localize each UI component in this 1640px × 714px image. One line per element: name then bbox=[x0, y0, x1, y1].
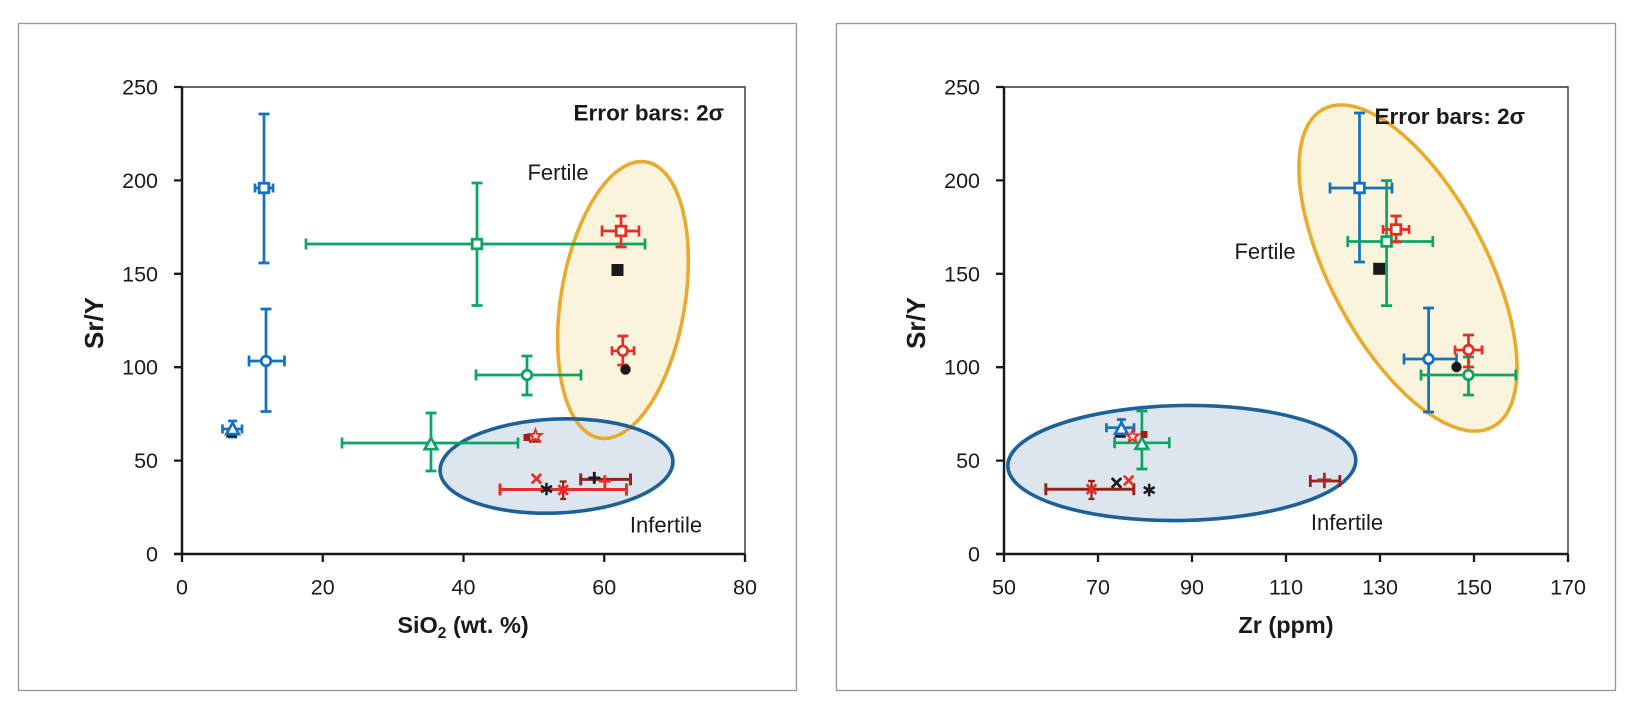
svg-text:50: 50 bbox=[992, 576, 1016, 600]
svg-text:150: 150 bbox=[944, 262, 980, 286]
svg-text:Infertile: Infertile bbox=[1311, 510, 1383, 535]
svg-text:150: 150 bbox=[1456, 576, 1492, 600]
svg-text:Infertile: Infertile bbox=[630, 513, 702, 538]
svg-text:100: 100 bbox=[944, 356, 980, 380]
svg-text:Zr (ppm): Zr (ppm) bbox=[1238, 612, 1333, 638]
svg-text:SiO2 (wt. %): SiO2 (wt. %) bbox=[397, 612, 528, 642]
svg-text:50: 50 bbox=[134, 449, 158, 473]
svg-text:200: 200 bbox=[944, 169, 980, 193]
svg-text:Fertile: Fertile bbox=[1234, 239, 1295, 264]
svg-text:130: 130 bbox=[1362, 576, 1398, 600]
svg-text:110: 110 bbox=[1269, 576, 1303, 600]
svg-text:250: 250 bbox=[944, 76, 980, 100]
svg-text:170: 170 bbox=[1550, 576, 1586, 600]
svg-text:100: 100 bbox=[122, 356, 158, 380]
svg-text:0: 0 bbox=[968, 543, 980, 567]
svg-text:0: 0 bbox=[176, 576, 188, 600]
svg-text:50: 50 bbox=[956, 449, 980, 473]
svg-text:200: 200 bbox=[122, 169, 158, 193]
svg-text:70: 70 bbox=[1086, 576, 1110, 600]
svg-text:Fertile: Fertile bbox=[527, 160, 588, 185]
svg-text:250: 250 bbox=[122, 76, 158, 100]
svg-text:40: 40 bbox=[452, 576, 476, 600]
svg-text:Sr/Y: Sr/Y bbox=[79, 297, 109, 349]
svg-text:20: 20 bbox=[311, 576, 335, 600]
svg-text:150: 150 bbox=[122, 262, 158, 286]
svg-text:Error bars: 2σ: Error bars: 2σ bbox=[1375, 104, 1525, 129]
svg-text:Sr/Y: Sr/Y bbox=[901, 297, 931, 349]
svg-text:60: 60 bbox=[592, 576, 616, 600]
svg-text:90: 90 bbox=[1180, 576, 1204, 600]
svg-text:80: 80 bbox=[733, 576, 757, 600]
svg-text:0: 0 bbox=[146, 543, 158, 567]
svg-text:Error bars: 2σ: Error bars: 2σ bbox=[574, 101, 724, 126]
